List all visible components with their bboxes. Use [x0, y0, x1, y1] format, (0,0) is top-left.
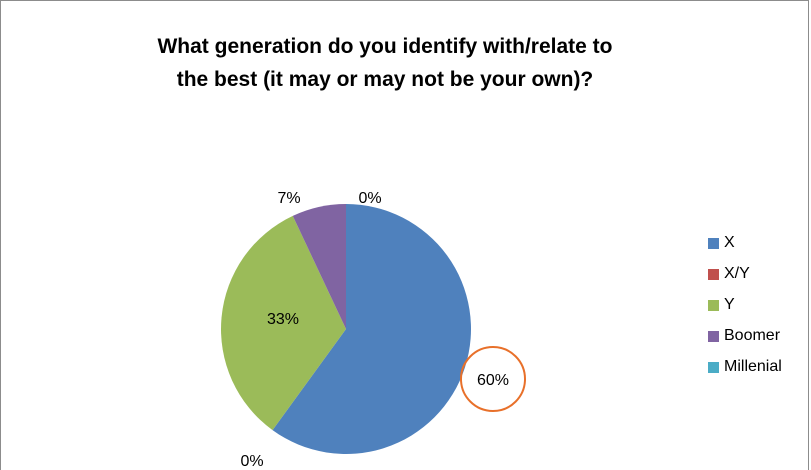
legend-label-boomer: Boomer — [724, 327, 781, 344]
data-label-boomer: 7% — [277, 190, 300, 207]
chart-title-line-1: What generation do you identify with/rel… — [157, 35, 613, 58]
data-label-x: 60% — [477, 372, 509, 389]
data-label-y: 33% — [267, 311, 299, 328]
data-label-millenial: 0% — [358, 190, 381, 207]
legend-label-y: Y — [724, 296, 735, 313]
pie-slice-boomer — [292, 204, 346, 329]
legend-label-millenial: Millenial — [724, 358, 782, 375]
legend-label-x: X — [724, 234, 735, 251]
legend-label-x-y: X/Y — [724, 265, 750, 282]
legend-swatch-boomer — [708, 331, 719, 342]
pie-slice-x — [272, 204, 471, 454]
legend-swatch-x-y — [708, 269, 719, 280]
data-label-x-y: 0% — [240, 453, 263, 470]
highlight-circle — [460, 346, 526, 412]
legend-swatch-x — [708, 238, 719, 249]
legend-swatch-y — [708, 300, 719, 311]
legend-swatch-millenial — [708, 362, 719, 373]
chart-title-line-2: the best (it may or may not be your own)… — [176, 68, 594, 91]
pie-slice-y — [221, 215, 346, 431]
chart-title: What generation do you identify with/rel… — [60, 30, 710, 96]
